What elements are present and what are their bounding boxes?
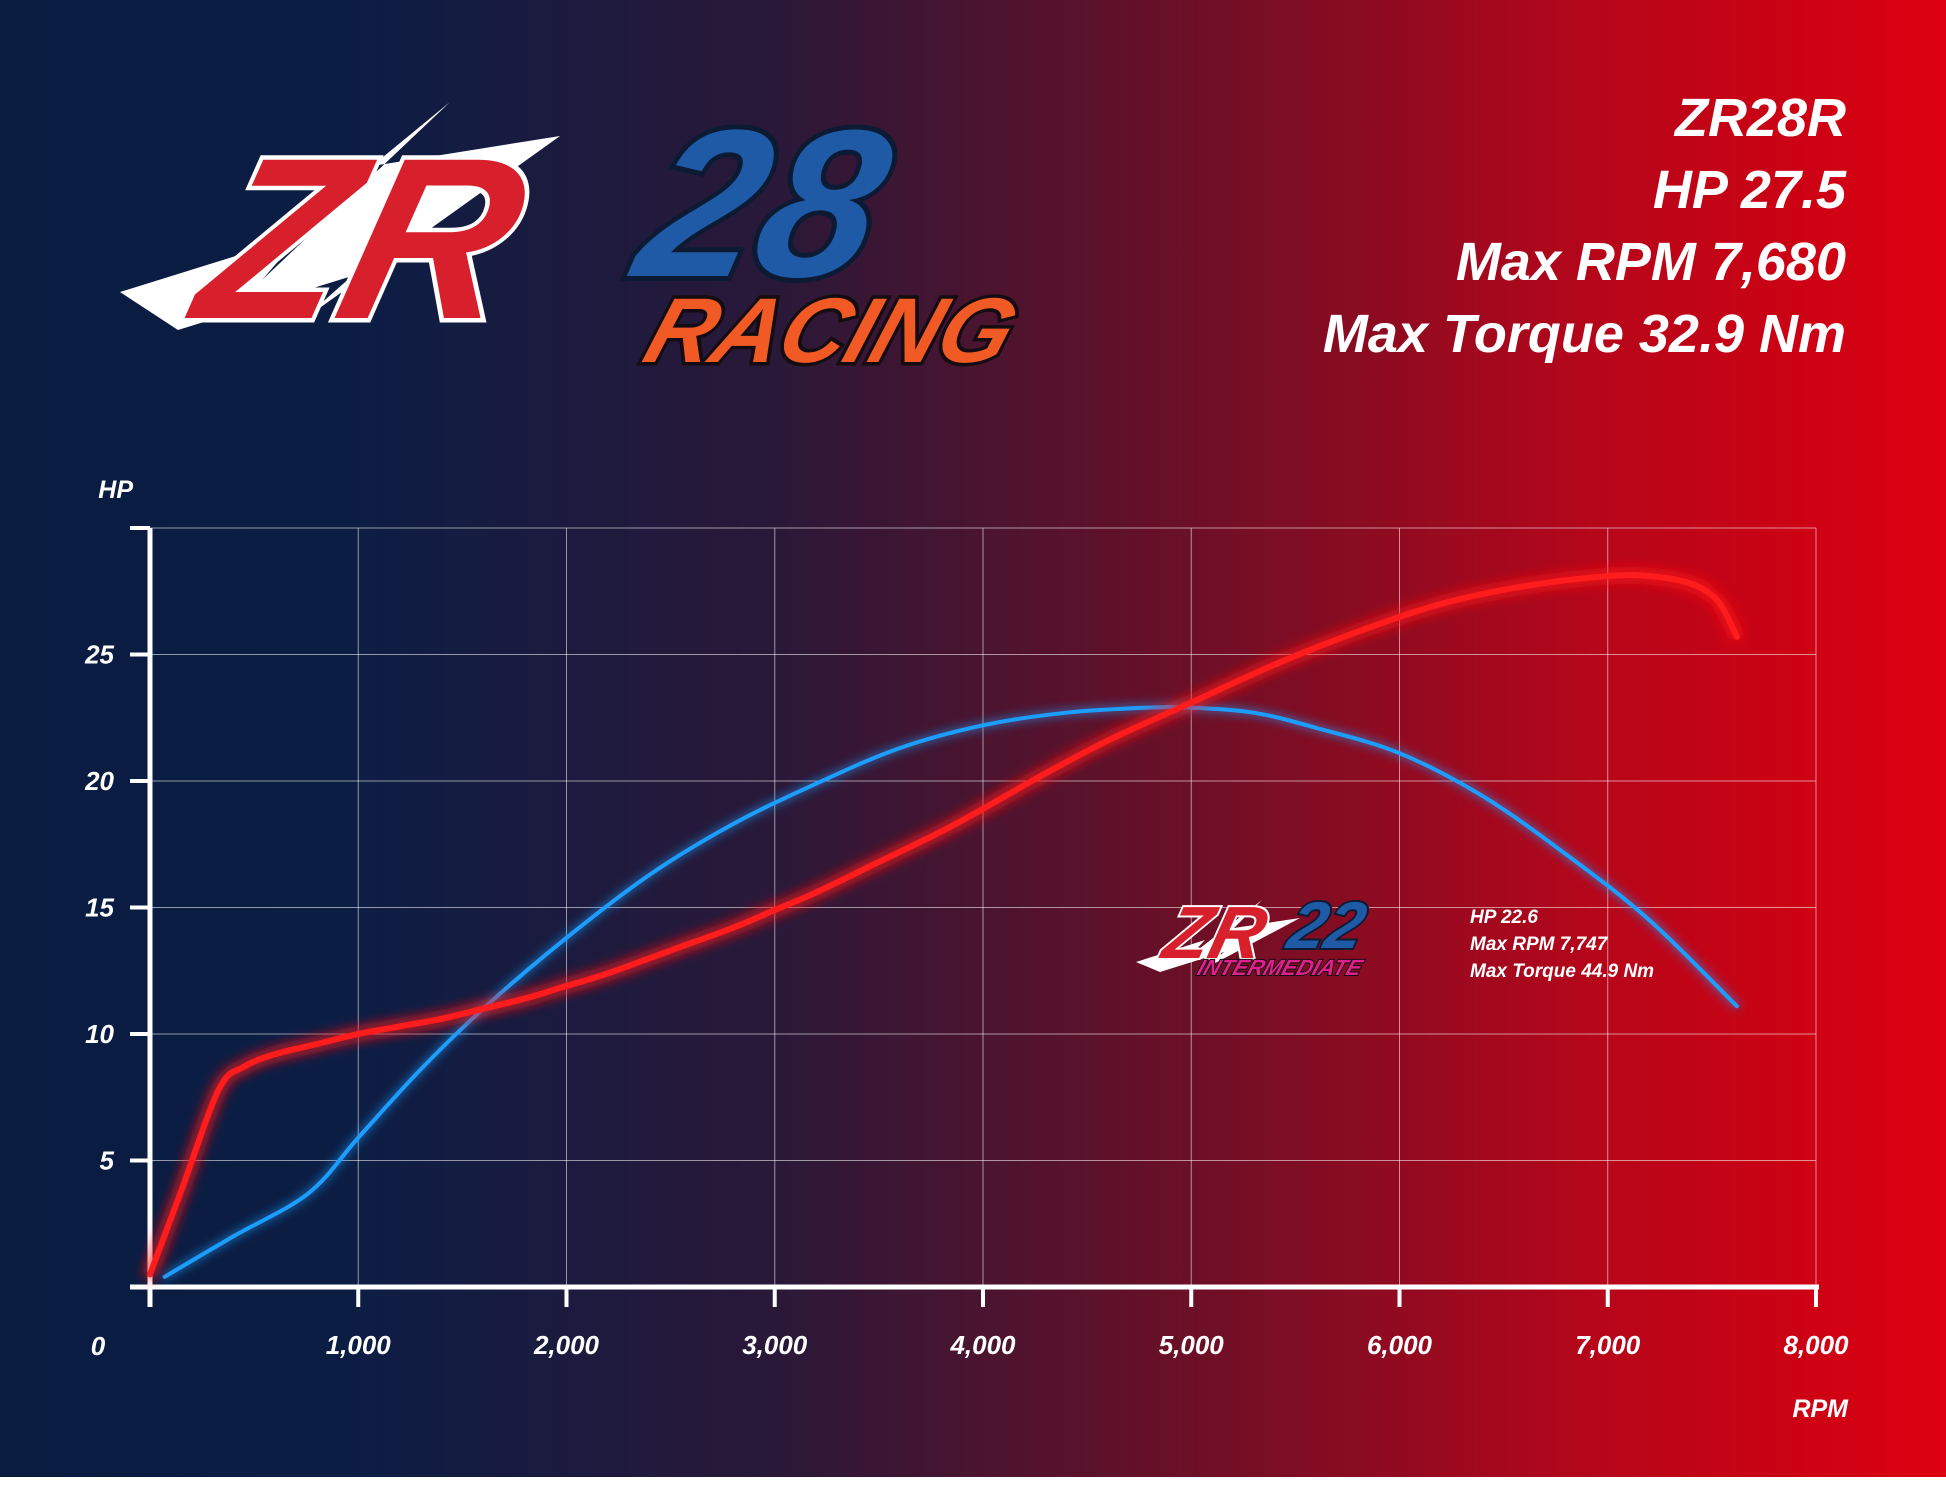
- x-tick-label: 8,000: [1783, 1330, 1849, 1360]
- logo-zr-text: ZR: [172, 111, 548, 367]
- y-axis-title: HP: [98, 476, 133, 504]
- main-model-specs: ZR28R HP 27.5 Max RPM 7,680 Max Torque 3…: [1323, 82, 1846, 370]
- inter-max-torque: Max Torque 44.9 Nm: [1470, 961, 1655, 982]
- y-tick-label: 15: [85, 893, 114, 923]
- model-max-rpm: Max RPM 7,680: [1455, 232, 1846, 292]
- x-tick-label: 7,000: [1575, 1330, 1641, 1360]
- inter-hp: HP 22.6: [1470, 907, 1538, 928]
- x-tick-label: 2,000: [533, 1330, 600, 1360]
- zr-lightning-bolt: [120, 102, 560, 330]
- zr28-racing-logo: ZR 28 RACING: [120, 82, 1033, 386]
- inter-max-rpm: Max RPM 7,747: [1470, 934, 1608, 955]
- x-tick-label: 1,000: [326, 1330, 392, 1360]
- zr22-lightning-bolt: [1136, 900, 1300, 972]
- model-max-torque: Max Torque 32.9 Nm: [1322, 304, 1846, 364]
- x-tick-label: 0: [91, 1331, 106, 1361]
- y-tick-label: 25: [84, 640, 114, 670]
- series-line-blue: [162, 704, 1739, 1279]
- inter-logo-sub-text: INTERMEDIATE: [1194, 956, 1366, 980]
- inter-logo-number-text: 22: [1279, 889, 1373, 963]
- model-name: ZR28R: [1674, 88, 1846, 148]
- x-tick-label: 4,000: [949, 1330, 1016, 1360]
- inter-logo-zr-text: ZR: [1154, 891, 1275, 974]
- y-tick-label: 10: [85, 1019, 114, 1049]
- model-hp: HP 27.5: [1652, 160, 1846, 220]
- chart-labels: 0 1,000 2,000 3,000 4,000 5,000 6,000 7,000 8,00…: [84, 476, 1849, 1423]
- series-line-red: [147, 571, 1740, 1278]
- chart-axes: [130, 526, 1819, 1307]
- x-axis-title: RPM: [1792, 1395, 1849, 1423]
- intermediate-model-specs: HP 22.6 Max RPM 7,747 Max Torque 44.9 Nm: [1470, 904, 1654, 985]
- chart-series: [147, 571, 1740, 1279]
- x-tick-label: 6,000: [1367, 1330, 1433, 1360]
- x-tick-label: 3,000: [742, 1330, 808, 1360]
- y-tick-label: 20: [84, 766, 114, 796]
- y-tick-label: 5: [100, 1146, 115, 1176]
- logo-racing-text: RACING: [633, 280, 1029, 382]
- x-tick-label: 5,000: [1159, 1330, 1225, 1360]
